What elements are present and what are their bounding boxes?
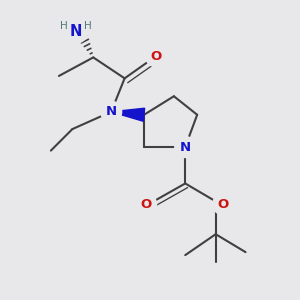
Text: N: N: [106, 105, 117, 118]
Circle shape: [175, 136, 196, 158]
Text: O: O: [150, 50, 162, 63]
Text: N: N: [70, 24, 82, 39]
Text: H: H: [60, 21, 68, 32]
Circle shape: [64, 19, 88, 43]
Circle shape: [101, 101, 122, 122]
Circle shape: [213, 194, 234, 215]
Polygon shape: [111, 108, 145, 121]
Text: H: H: [84, 21, 92, 32]
Circle shape: [146, 46, 167, 67]
Text: N: N: [180, 140, 191, 154]
Text: O: O: [218, 198, 229, 211]
Circle shape: [136, 194, 157, 215]
Text: O: O: [140, 198, 152, 211]
